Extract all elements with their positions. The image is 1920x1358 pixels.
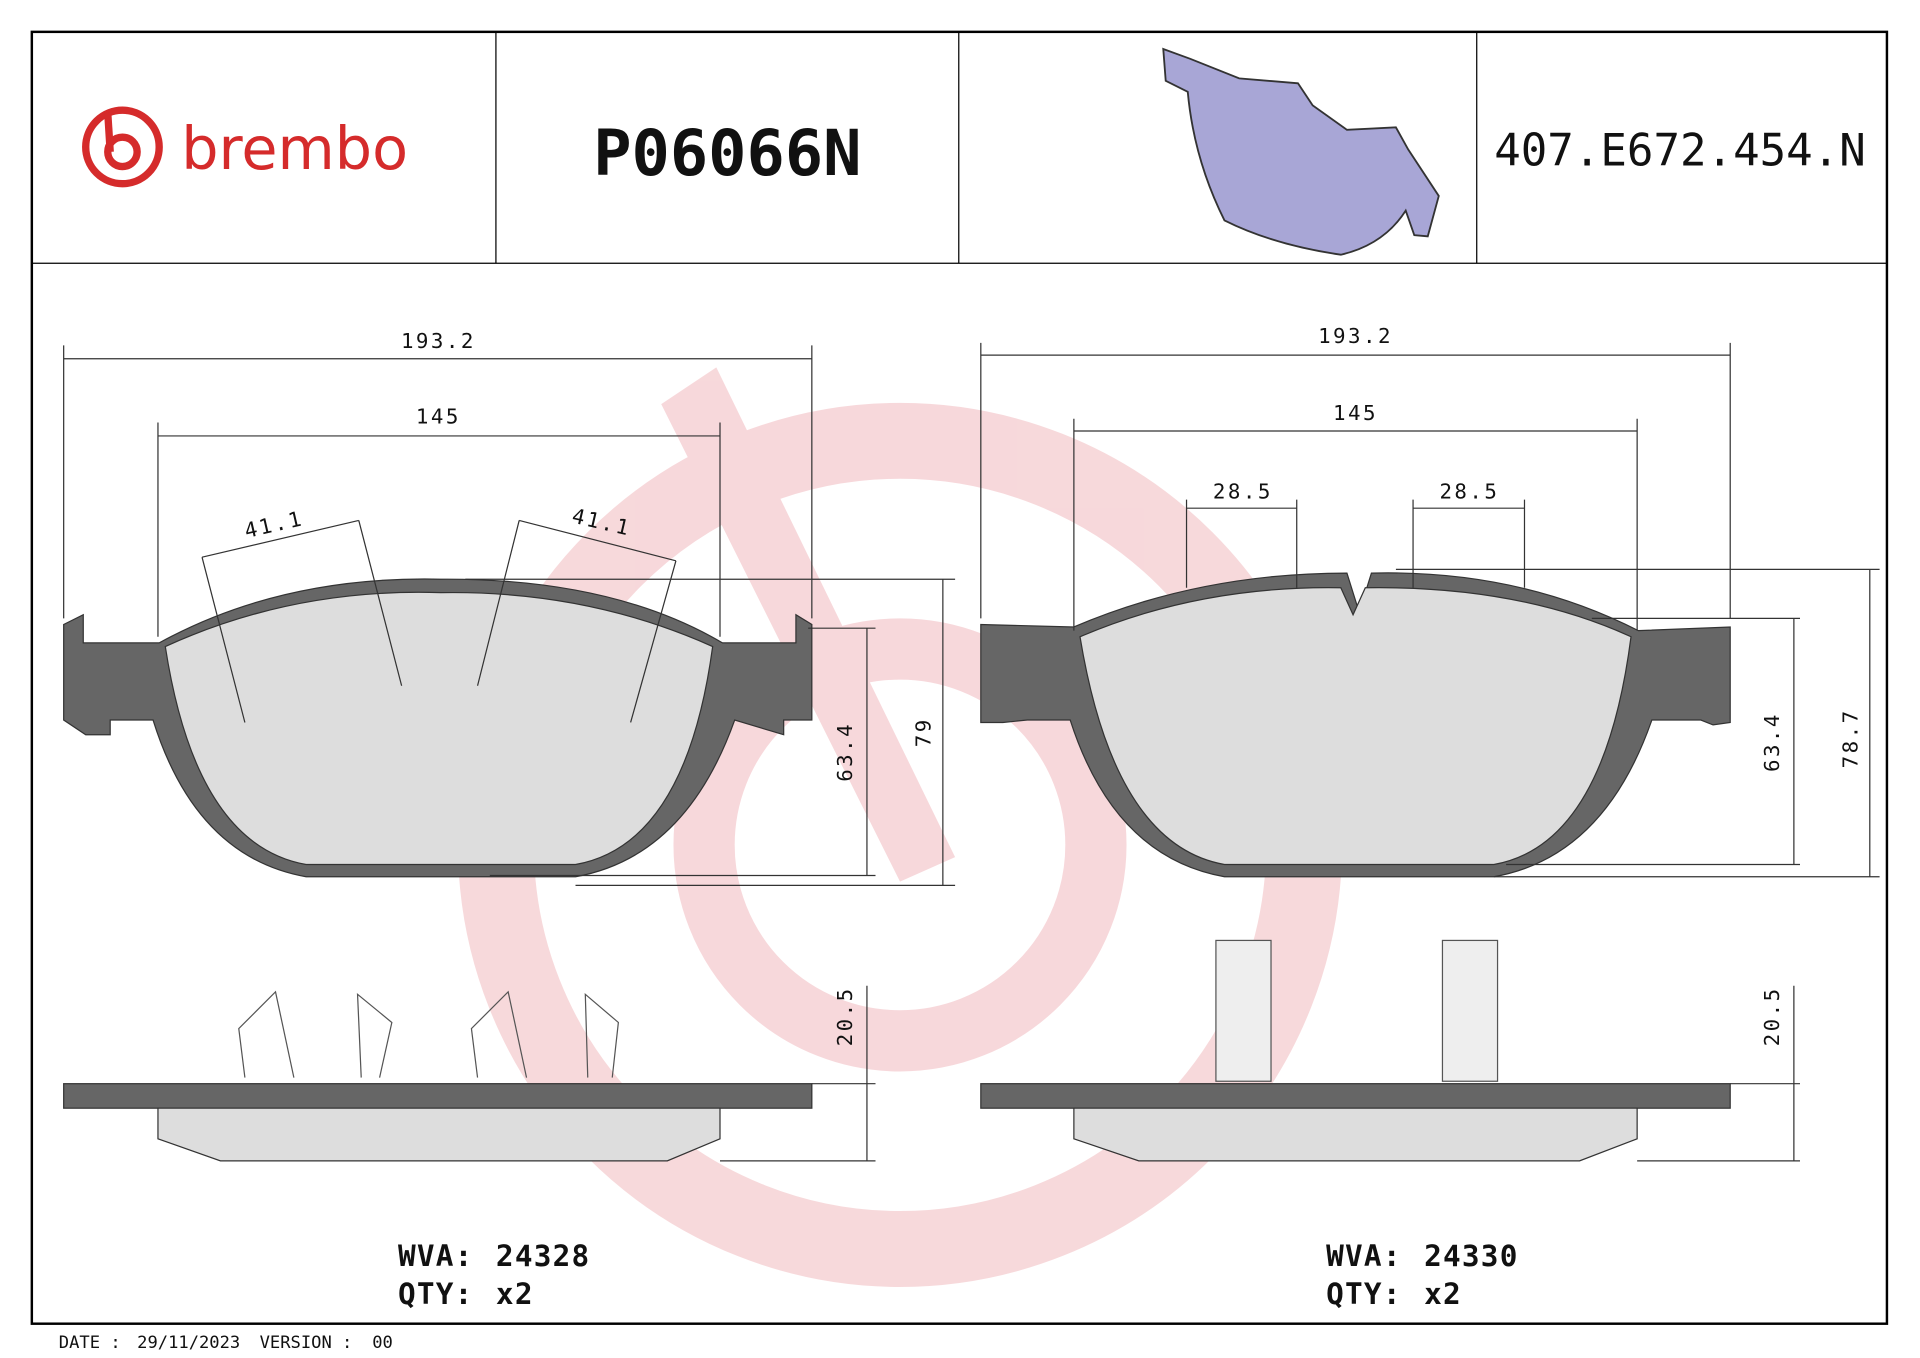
dimension-label: 193.2	[401, 329, 476, 353]
qty-label: QTY:	[1326, 1277, 1402, 1311]
version-label: VERSION :	[260, 1333, 353, 1353]
clips	[238, 939, 1499, 1082]
dimension-label: 28.5	[1439, 479, 1499, 503]
wva-number: 24330	[1424, 1239, 1519, 1273]
dimension-label: 28.5	[1213, 479, 1273, 503]
logo-icon	[82, 106, 163, 188]
dimension-label: 63.4	[833, 722, 857, 782]
wva-label: WVA:	[398, 1239, 474, 1273]
dimension-label: 20.5	[1760, 986, 1784, 1046]
qty-value: x2	[496, 1277, 534, 1311]
dimension-label: 78.7	[1839, 708, 1863, 768]
dimension-label: 193.2	[1318, 324, 1393, 348]
logo-text: brembo	[181, 114, 408, 183]
date: 29/11/2023	[137, 1333, 240, 1353]
dimension-label: 145	[416, 405, 461, 429]
dimension-label: 79	[912, 717, 936, 747]
wva-label: WVA:	[1326, 1239, 1402, 1273]
friction-surface	[1079, 587, 1632, 866]
qty-value: x2	[1424, 1277, 1462, 1311]
dimension-label: 145	[1333, 401, 1378, 425]
product-code: 407.E672.454.N	[1494, 125, 1866, 176]
friction-surface	[164, 591, 714, 866]
version: 00	[372, 1333, 393, 1353]
part-number: P06066N	[593, 117, 861, 191]
pad-thumbnail	[1162, 47, 1440, 256]
wva-number: 24328	[496, 1239, 591, 1273]
dimension-label: 20.5	[833, 986, 857, 1046]
date-label: DATE :	[59, 1333, 121, 1353]
dimension-lines	[63, 342, 1880, 1162]
qty-label: QTY:	[398, 1277, 474, 1311]
side-friction	[1073, 1107, 1638, 1162]
side-backplate	[980, 1083, 1731, 1109]
side-friction	[157, 1107, 721, 1162]
side-backplate	[63, 1083, 813, 1109]
dimension-label: 63.4	[1760, 712, 1784, 772]
